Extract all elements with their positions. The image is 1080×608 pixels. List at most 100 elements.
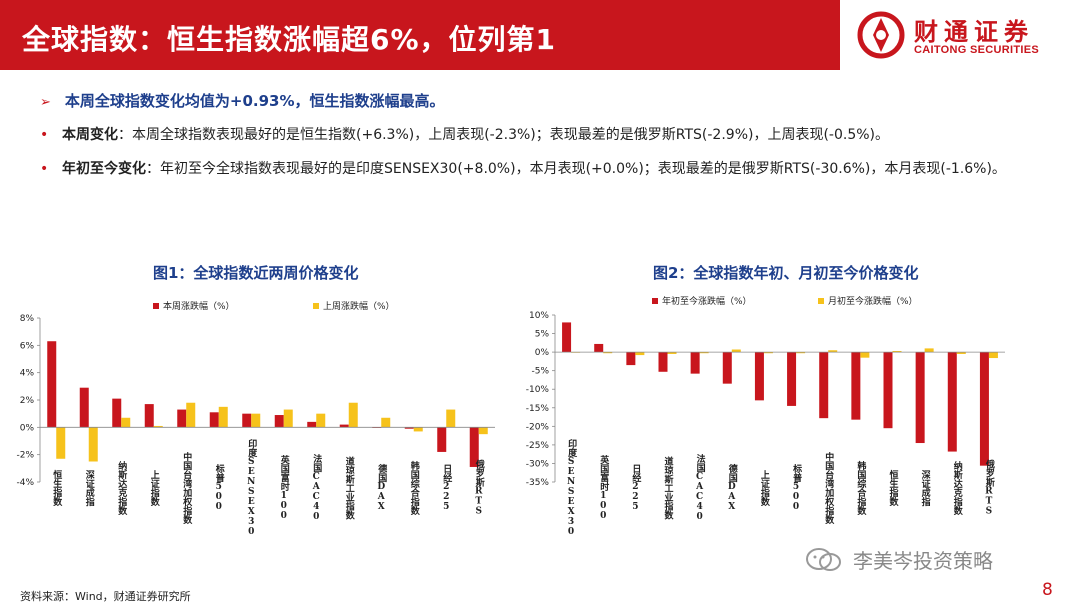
arrow-bullet-icon: ➢ <box>40 95 51 110</box>
bullet-label: 年初至今变化 <box>62 161 146 177</box>
logo-chinese-name: 财通证券 <box>914 18 1034 46</box>
bar-series-2 <box>218 406 228 428</box>
category-label: 恒生指数 <box>888 469 899 507</box>
y-tick-label: -2% <box>16 451 34 461</box>
bar-series-1 <box>339 424 349 428</box>
bar-series-2 <box>251 413 261 428</box>
bar-series-2 <box>121 417 131 428</box>
category-label: 德国DAX <box>376 463 387 512</box>
category-label: 纳斯达克指数 <box>952 460 963 516</box>
category-label: 上证指数 <box>759 469 770 507</box>
y-tick-label: 8% <box>20 314 35 324</box>
y-tick-label: 10% <box>529 311 549 321</box>
bar-series-1 <box>658 352 668 372</box>
bar-series-2 <box>413 427 423 432</box>
y-tick-label: -4% <box>16 478 34 488</box>
bar-series-1 <box>626 352 636 366</box>
category-label: 俄罗斯RTS <box>474 458 486 516</box>
bar-series-1 <box>594 343 604 353</box>
category-label: 标普500 <box>214 463 226 512</box>
bar-series-1 <box>562 322 572 353</box>
category-label: 深证成指 <box>920 469 931 507</box>
bar-series-1 <box>851 352 861 420</box>
caitong-logo-icon <box>857 11 905 59</box>
category-label: 日经225 <box>441 464 452 512</box>
bullet-text: ：年初至今全球指数表现最好的是印度SENSEX30(+8.0%)，本月表现(+0… <box>146 161 1006 177</box>
bar-series-1 <box>947 352 957 452</box>
y-tick-label: -5% <box>531 367 549 377</box>
bar-series-1 <box>787 352 797 406</box>
category-label: 恒生指数 <box>51 469 62 507</box>
bar-series-2 <box>956 352 966 354</box>
y-tick-label: -10% <box>526 385 550 395</box>
category-label: 印度SENSEX30 <box>246 438 257 537</box>
bar-series-2 <box>988 352 998 359</box>
bullet-dot-icon: • <box>40 127 49 143</box>
legend-swatch <box>818 298 824 304</box>
category-label: 道琼斯工业指数 <box>344 455 355 520</box>
category-label: 韩国综合指数 <box>409 460 420 516</box>
bullet-weekly-change: • 本周变化：本周全球指数表现最好的是恒生指数(+6.3%)，上周表现(-2.3%… <box>40 124 1040 147</box>
bar-series-2 <box>56 427 66 459</box>
category-label: 英国富时100 <box>598 454 610 521</box>
bar-series-1 <box>79 387 89 428</box>
legend-label: 本周涨跌幅（%） <box>163 300 235 312</box>
legend-swatch <box>313 303 319 309</box>
bar-series-1 <box>242 413 252 428</box>
bar-series-2 <box>283 409 293 428</box>
category-label: 印度SENSEX30 <box>566 438 577 537</box>
bar-series-1 <box>209 412 219 428</box>
bar-series-2 <box>924 348 934 353</box>
bar-series-2 <box>892 350 902 353</box>
bar-series-2 <box>446 409 456 428</box>
y-tick-label: 0% <box>20 423 35 433</box>
legend-swatch <box>652 298 658 304</box>
y-tick-label: -15% <box>526 404 550 414</box>
bar-series-1 <box>979 352 989 466</box>
legend-swatch <box>153 303 159 309</box>
chart-weekly-change: 本周涨跌幅（%） 上周涨跌幅（%） 8% 6% 4% 2% 0% -2% -4% 恒生指数 深证成指… <box>16 300 495 537</box>
bar-series-2 <box>186 402 196 428</box>
bar-series-2 <box>348 402 358 428</box>
bar-series-2 <box>478 427 488 435</box>
category-label: 法国CAC40 <box>311 453 322 522</box>
category-label: 纳斯达克指数 <box>116 460 127 516</box>
bullet-dot-icon: • <box>40 161 49 177</box>
category-label: 韩国综合指数 <box>855 460 866 516</box>
category-label: 中国台湾加权指数 <box>181 451 193 525</box>
y-tick-label: 6% <box>20 341 35 351</box>
figure-2-title: 图2：全球指数年初、月初至今价格变化 <box>653 264 919 282</box>
legend-label: 月初至今涨跌幅（%） <box>828 295 918 307</box>
legend-label: 年初至今涨跌幅（%） <box>662 295 752 307</box>
wechat-watermark: 李美岑投资策略 <box>805 545 993 574</box>
y-tick-label: -20% <box>526 422 550 432</box>
y-tick-label: 0% <box>535 348 550 358</box>
bullet-ytd-change: • 年初至今变化：年初至今全球指数表现最好的是印度SENSEX30(+8.0%)，… <box>40 158 1040 181</box>
category-label: 道琼斯工业指数 <box>663 455 674 520</box>
bar-series-2 <box>88 427 98 462</box>
bar-series-1 <box>690 352 700 374</box>
bar-series-1 <box>915 352 925 444</box>
y-tick-label: 5% <box>535 330 550 340</box>
summary-line: ➢ 本周全球指数变化均值为+0.93%，恒生指数涨幅最高。 <box>40 90 445 111</box>
category-label: 标普500 <box>791 463 803 512</box>
y-tick-label: 4% <box>20 369 35 379</box>
y-tick-label: -25% <box>526 441 550 451</box>
page-number: 8 <box>1042 580 1053 600</box>
category-label: 德国DAX <box>727 463 738 512</box>
chart-ytd-change: 年初至今涨跌幅（%） 月初至今涨跌幅（%） 10% 5% 0% -5% -10% -15% -2… <box>526 295 1005 537</box>
bar-series-2 <box>667 352 677 354</box>
bar-series-1 <box>883 352 893 429</box>
y-tick-label: 2% <box>20 396 35 406</box>
bar-series-1 <box>307 421 317 428</box>
watermark-text: 李美岑投资策略 <box>853 549 993 573</box>
category-label: 深证成指 <box>84 469 95 507</box>
bar-series-1 <box>754 352 764 401</box>
bar-series-1 <box>819 352 829 419</box>
category-label: 法国CAC40 <box>695 453 706 522</box>
y-tick-label: -35% <box>526 478 550 488</box>
bar-series-1 <box>177 409 187 428</box>
company-logo: 财通证券 CAITONG SECURITIES <box>840 0 1080 70</box>
bar-series-2 <box>316 413 326 428</box>
category-label: 日经225 <box>630 464 641 512</box>
